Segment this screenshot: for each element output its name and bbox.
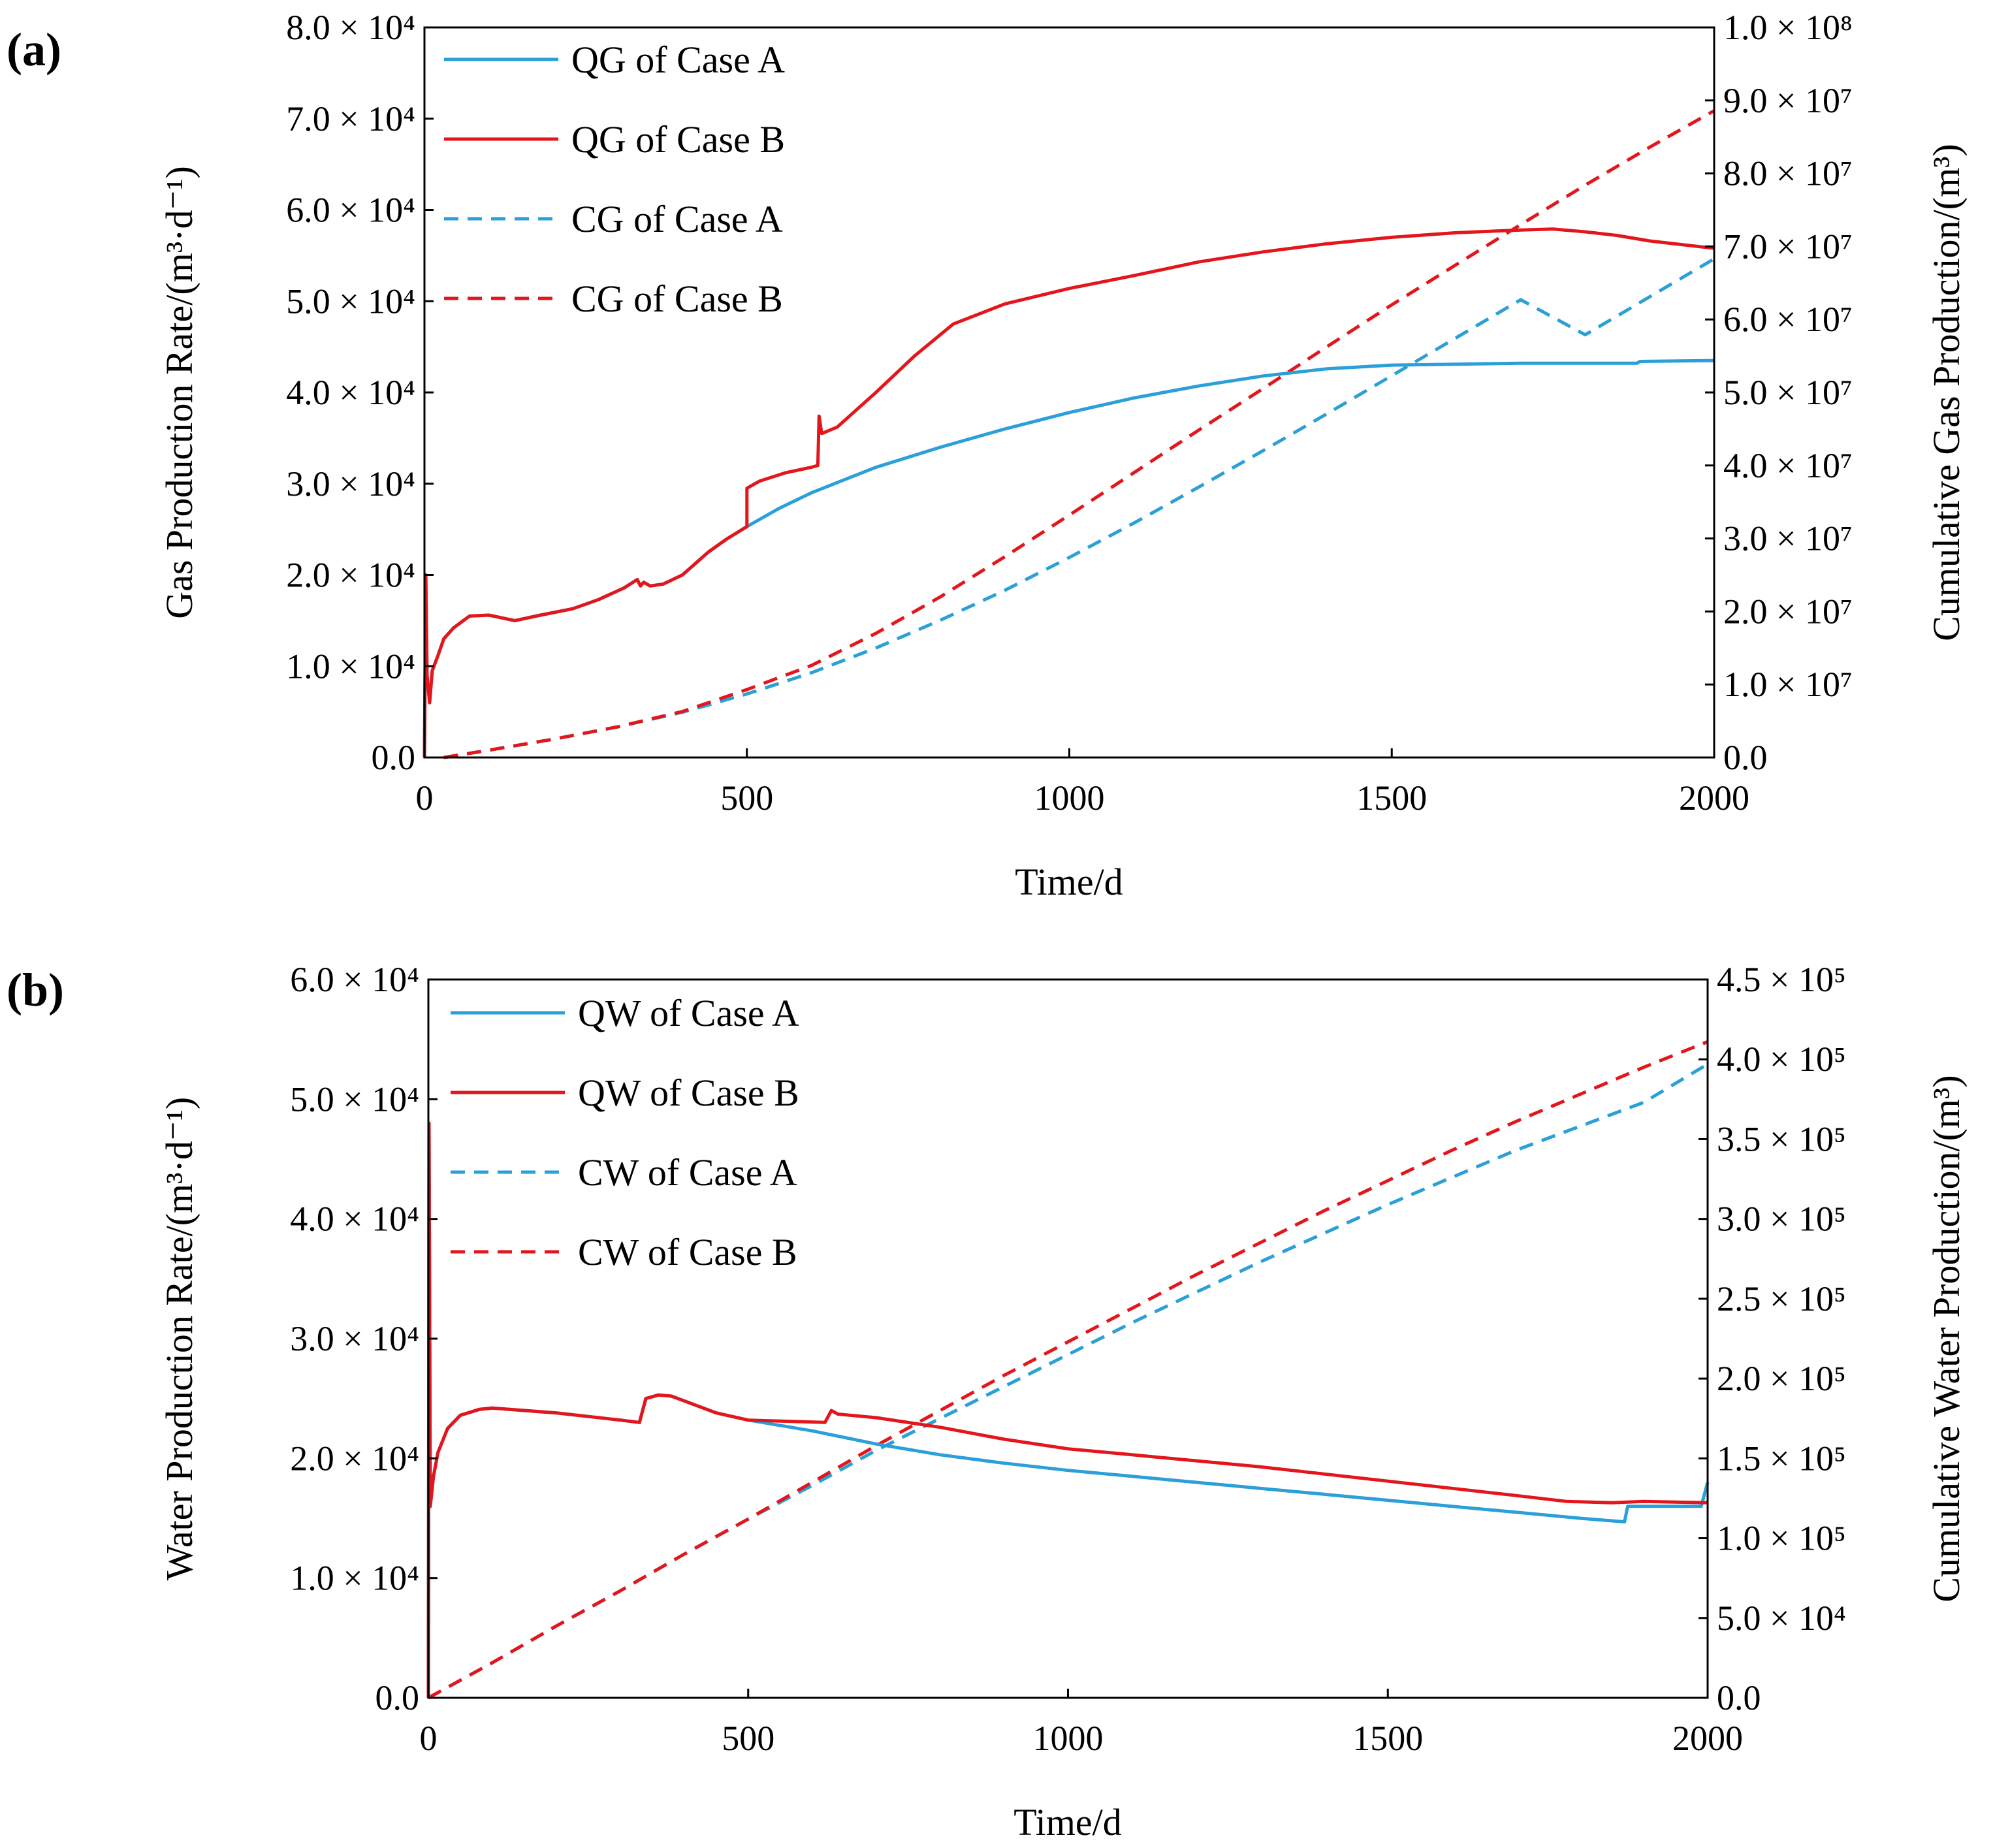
x-tick-label: 1500 — [1352, 1719, 1423, 1758]
legend-label: CG of Case A — [571, 198, 783, 240]
x-axis-title-a: Time/d — [1015, 861, 1123, 903]
y2-tick-label: 3.5 × 10⁵ — [1717, 1119, 1846, 1158]
y-tick-label: 5.0 × 10⁴ — [290, 1079, 419, 1119]
legend-label: QW of Case B — [578, 1072, 799, 1114]
y-axis-left-a: 0.0 1.0 × 10⁴ 2.0 × 10⁴ 3.0 × 10⁴ 4.0 × 10⁴ 5… — [286, 8, 434, 777]
series-line-qg-of-case-b — [423, 227, 1715, 758]
x-tick-label: 1500 — [1356, 778, 1427, 818]
y2-tick-label: 5.0 × 10⁷ — [1723, 373, 1853, 412]
x-tick-label: 0 — [420, 1719, 438, 1758]
x-tick-label: 1000 — [1033, 1719, 1104, 1758]
panel-label-b: (b) — [7, 964, 64, 1016]
y2-tick-label: 5.0 × 10⁴ — [1717, 1599, 1846, 1638]
legend-label: QW of Case A — [578, 992, 799, 1034]
x-tick-label: 2000 — [1672, 1719, 1743, 1758]
y-tick-label: 2.0 × 10⁴ — [286, 556, 415, 595]
y2-tick-label: 0.0 — [1723, 738, 1768, 777]
x-tick-label: 500 — [722, 1719, 774, 1758]
plot-area-b — [426, 1040, 1710, 1700]
y-axis-left-b: 0.0 1.0 × 10⁴ 2.0 × 10⁴ 3.0 × 10⁴ 4.0 × 10⁴ 5… — [290, 960, 438, 1717]
y-tick-label: 7.0 × 10⁴ — [286, 99, 415, 138]
y2-tick-label: 4.0 × 10⁵ — [1717, 1040, 1846, 1079]
y-tick-label: 8.0 × 10⁴ — [286, 8, 415, 47]
y-tick-label: 5.0 × 10⁴ — [286, 281, 415, 321]
series-line-qw-of-case-b — [426, 1121, 1708, 1698]
y-axis-right-b: 0.0 5.0 × 10⁴ 1.0 × 10⁵ 1.5 × 10⁵ 2.0 × 10⁵ 2… — [1698, 960, 1846, 1717]
y2-tick-label: 3.0 × 10⁵ — [1717, 1200, 1846, 1239]
y-tick-label: 1.0 × 10⁴ — [286, 646, 415, 686]
y-tick-label: 1.0 × 10⁴ — [290, 1559, 419, 1598]
y2-tick-label: 2.5 × 10⁵ — [1717, 1279, 1846, 1318]
x-tick-label: 500 — [720, 778, 773, 818]
y-tick-label: 6.0 × 10⁴ — [286, 191, 415, 230]
y-tick-label: 4.0 × 10⁴ — [290, 1200, 419, 1239]
x-tick-label: 2000 — [1679, 778, 1749, 818]
y-tick-label: 6.0 × 10⁴ — [290, 960, 419, 999]
y-tick-label: 2.0 × 10⁴ — [290, 1439, 419, 1478]
y-axis-right-a: 0.0 1.0 × 10⁷ 2.0 × 10⁷ 3.0 × 10⁷ 4.0 × 10⁷ 5… — [1705, 8, 1853, 777]
y2-tick-label: 4.0 × 10⁷ — [1723, 446, 1853, 485]
x-axis-b: 0 500 1000 1500 2000 — [420, 1689, 1743, 1758]
y-axis-title-a: Gas Production Rate/(m³·d⁻¹) — [158, 166, 200, 619]
y-tick-label: 3.0 × 10⁴ — [286, 464, 415, 503]
x-axis-a: 0 500 1000 1500 2000 — [416, 748, 1749, 818]
legend-a: QG of Case A QG of Case B CG of Case A CG o… — [444, 39, 785, 320]
chart-panel-a: (a) 0.0 1.0 × 10⁴ 2.0 × 10⁴ 3.0 × 10⁴ 4.0 × … — [7, 8, 1968, 903]
y2-tick-label: 4.5 × 10⁵ — [1717, 960, 1846, 999]
series-line-cw-of-case-b — [427, 1040, 1708, 1700]
legend-label: QG of Case B — [571, 118, 785, 161]
y2-tick-label: 1.5 × 10⁵ — [1717, 1439, 1846, 1478]
y2-axis-title-b: Cumulative Water Production/(m³) — [1925, 1075, 1968, 1602]
legend-label: CW of Case B — [578, 1231, 797, 1273]
chart-panel-b: (b) 0.0 1.0 × 10⁴ 2.0 × 10⁴ 3.0 × 10⁴ 4.0 × … — [7, 960, 1968, 1843]
y2-tick-label: 1.0 × 10⁵ — [1717, 1519, 1846, 1558]
plot-area-a — [423, 109, 1715, 759]
legend-label: QG of Case A — [571, 39, 785, 81]
legend-label: CW of Case A — [578, 1151, 797, 1194]
y2-tick-label: 3.0 × 10⁷ — [1723, 519, 1853, 558]
y2-tick-label: 8.0 × 10⁷ — [1723, 154, 1853, 193]
y2-tick-label: 1.0 × 10⁷ — [1723, 665, 1853, 704]
y2-tick-label: 2.0 × 10⁵ — [1717, 1359, 1846, 1398]
y2-axis-title-a: Cumulative Gas Production/(m³) — [1925, 144, 1968, 641]
y2-tick-label: 6.0 × 10⁷ — [1723, 300, 1853, 339]
y2-tick-label: 9.0 × 10⁷ — [1723, 81, 1853, 120]
series-line-qw-of-case-a — [426, 1121, 1710, 1698]
y2-tick-label: 1.0 × 10⁸ — [1723, 8, 1853, 47]
y-tick-label: 0.0 — [372, 738, 416, 777]
series-line-cg-of-case-b — [443, 109, 1715, 759]
y-tick-label: 4.0 × 10⁴ — [286, 373, 415, 412]
x-axis-title-b: Time/d — [1013, 1801, 1121, 1843]
legend-label: CG of Case B — [571, 278, 783, 320]
x-tick-label: 1000 — [1034, 778, 1105, 818]
y-tick-label: 0.0 — [375, 1678, 420, 1717]
y2-tick-label: 0.0 — [1717, 1678, 1761, 1717]
panel-label-a: (a) — [7, 24, 61, 76]
legend-b: QW of Case A QW of Case B CW of Case A CW o… — [451, 992, 799, 1273]
y-axis-title-b: Water Production Rate/(m³·d⁻¹) — [158, 1097, 200, 1580]
y2-tick-label: 2.0 × 10⁷ — [1723, 592, 1853, 631]
y-tick-label: 3.0 × 10⁴ — [290, 1319, 419, 1358]
y2-tick-label: 7.0 × 10⁷ — [1723, 227, 1853, 266]
x-tick-label: 0 — [416, 778, 434, 818]
